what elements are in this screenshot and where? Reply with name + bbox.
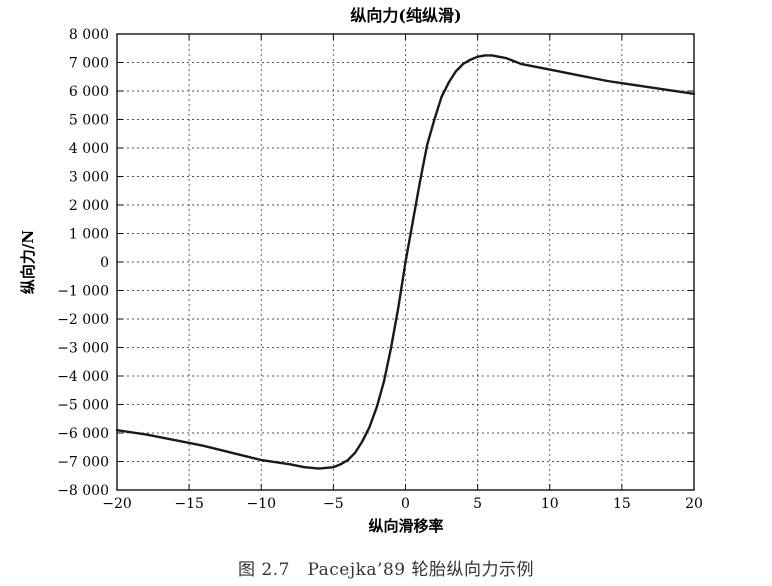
y-tick-label: −3 000	[57, 341, 109, 357]
y-tick-label: −8 000	[57, 483, 109, 499]
series-line-longitudinal-force	[115, 54, 696, 470]
x-tick-label: 5	[473, 496, 482, 512]
data-point	[318, 468, 320, 470]
x-axis: −20 −15 −10 −5 0 5 10 15 20	[102, 34, 703, 512]
data-point	[383, 381, 385, 383]
y-tick-label: 4 000	[69, 141, 109, 157]
y-axis-label: 纵向力/N	[19, 230, 37, 294]
data-point	[368, 426, 370, 428]
data-point	[203, 445, 205, 447]
data-point	[441, 96, 443, 98]
chart-title: 纵向力(纯纵滑)	[350, 6, 461, 25]
data-point	[462, 63, 464, 65]
data-point	[448, 81, 450, 83]
y-tick-label: 2 000	[69, 198, 109, 214]
data-point	[303, 466, 305, 468]
data-point	[477, 56, 479, 58]
data-point	[231, 452, 233, 454]
data-point	[347, 459, 349, 461]
plot-frame	[116, 33, 695, 491]
data-point	[505, 57, 507, 59]
data-point	[361, 441, 363, 443]
figure-caption: 图 2.7 Pacejka’89 轮胎纵向力示例	[238, 560, 534, 580]
chart: 纵向力(纯纵滑) 8 000 7 000 6 000 5 000 4 000 3 000 2…	[19, 6, 703, 535]
y-tick-label: −1 000	[57, 284, 109, 300]
x-tick-label: −15	[174, 496, 204, 512]
data-point	[412, 221, 414, 223]
y-tick-label: 7 000	[69, 56, 109, 72]
data-point	[145, 433, 147, 435]
data-point	[404, 261, 406, 263]
x-tick-label: 15	[613, 496, 631, 512]
data-point	[520, 63, 522, 65]
y-tick-label: 6 000	[69, 84, 109, 100]
data-point	[664, 89, 666, 91]
y-tick-label: 1 000	[69, 227, 109, 243]
data-point	[340, 463, 342, 465]
y-tick-label: 8 000	[69, 27, 109, 43]
y-tick-label: 3 000	[69, 170, 109, 186]
data-point	[116, 429, 118, 431]
data-point	[455, 70, 457, 72]
data-point	[484, 54, 486, 56]
data-point	[397, 307, 399, 309]
y-tick-label: −7 000	[57, 455, 109, 471]
x-axis-label: 纵向滑移率	[368, 517, 443, 535]
x-tick-label: −10	[246, 496, 276, 512]
x-tick-label: −5	[323, 496, 344, 512]
data-point	[174, 439, 176, 441]
x-tick-label: 10	[541, 496, 559, 512]
y-tick-label: −2 000	[57, 312, 109, 328]
data-point	[635, 84, 637, 86]
y-tick-label: −5 000	[57, 398, 109, 414]
data-point	[260, 459, 262, 461]
data-point	[419, 181, 421, 183]
grid	[117, 34, 694, 490]
data-point	[433, 118, 435, 120]
data-point	[376, 406, 378, 408]
data-point	[491, 54, 493, 56]
x-tick-label: 20	[685, 496, 703, 512]
x-tick-label: −20	[102, 496, 132, 512]
data-point	[606, 80, 608, 82]
data-point	[578, 74, 580, 76]
y-tick-label: −6 000	[57, 426, 109, 442]
y-tick-label: 0	[100, 255, 109, 271]
data-point	[693, 93, 695, 95]
x-tick-label: 0	[401, 496, 410, 512]
y-axis: 8 000 7 000 6 000 5 000 4 000 3 000 2 000 1 000…	[57, 27, 694, 499]
data-point	[354, 452, 356, 454]
data-point	[332, 466, 334, 468]
y-tick-label: 5 000	[69, 113, 109, 129]
y-tick-label: −4 000	[57, 369, 109, 385]
data-point	[289, 463, 291, 465]
data-point	[390, 346, 392, 348]
data-point	[549, 69, 551, 71]
data-point	[469, 59, 471, 61]
data-point	[426, 144, 428, 146]
